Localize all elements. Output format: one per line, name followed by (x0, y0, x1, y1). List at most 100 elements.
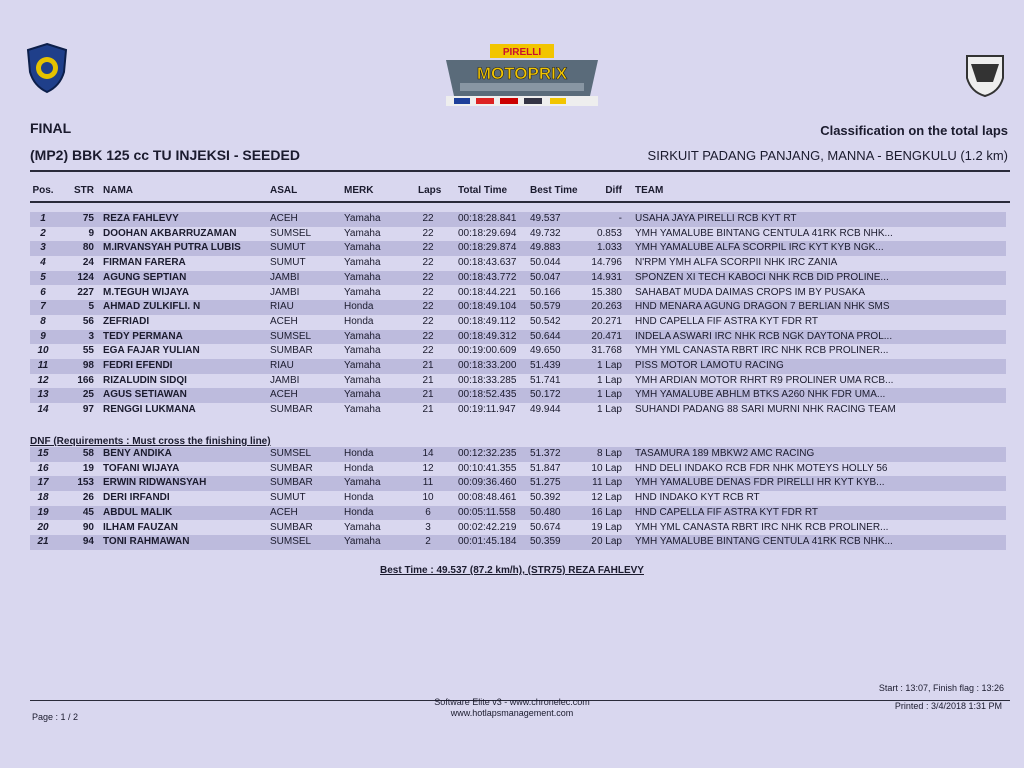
table-row: 21 94 TONI RAHMAWAN SUMSEL Yamaha 2 00:01:45.1… (30, 535, 1006, 550)
cell-total-time: 00:19:11.947 (458, 404, 516, 416)
cell-diff: 31.768 (591, 345, 622, 357)
cell-team: HND CAPELLA FIF ASTRA KYT FDR RT (635, 315, 819, 327)
cell-nama: ZEFRIADI (103, 315, 150, 327)
website: www.hotlapsmanagement.com (450, 708, 574, 718)
svg-text:PIRELLI: PIRELLI (503, 47, 542, 58)
cell-laps: 21 (422, 360, 434, 371)
cell-total-time: 00:18:29.694 (458, 227, 517, 239)
cell-diff: 19 Lap (591, 521, 622, 533)
cell-diff: 20.471 (591, 330, 622, 342)
cell-laps: 22 (422, 330, 434, 342)
cell-asal: ACEH (270, 506, 298, 518)
cell-total-time: 00:18:49.112 (458, 315, 516, 327)
cell-best-time: 50.644 (530, 330, 561, 342)
column-header-laps: Laps (418, 185, 442, 196)
cell-merk: Yamaha (344, 477, 381, 489)
cell-team: YMH YAMALUBE BINTANG CENTULA 41RK RCB NH… (635, 227, 893, 239)
cell-diff: 10 Lap (591, 462, 622, 474)
cell-nama: DERI IRFANDI (103, 492, 170, 504)
column-header-nama: NAMA (103, 185, 133, 196)
header-divider (30, 170, 1010, 172)
cell-laps: 21 (422, 374, 434, 386)
cell-str: 124 (77, 271, 94, 283)
classification-type: Classification on the total laps (820, 123, 1008, 138)
cell-merk: Yamaha (344, 345, 381, 357)
cell-laps: 12 (422, 462, 434, 474)
cell-pos: 1 (40, 213, 46, 224)
cell-asal: SUMSEL (270, 330, 312, 342)
cell-best-time: 51.439 (530, 360, 561, 371)
cell-diff: 14.796 (591, 257, 622, 269)
cell-diff: 20.263 (591, 301, 622, 313)
cell-str: 19 (82, 462, 94, 474)
cell-nama: M.IRVANSYAH PUTRA LUBIS (103, 242, 241, 254)
table-row: 12 166 RIZALUDIN SIDQI JAMBI Yamaha 21 00:18:3… (30, 374, 1006, 389)
cell-laps: 22 (422, 271, 434, 283)
cell-diff: 1 Lap (596, 360, 622, 371)
cell-best-time: 51.372 (530, 448, 561, 459)
cell-nama: FIRMAN FARERA (103, 257, 186, 269)
cell-asal: RIAU (270, 301, 294, 313)
cell-laps: 22 (422, 242, 434, 254)
cell-laps: 22 (422, 301, 434, 313)
cell-team: YMH YML CANASTA RBRT IRC NHK RCB PROLINE… (635, 521, 889, 533)
cell-str: 26 (82, 492, 94, 504)
cell-merk: Yamaha (344, 389, 381, 401)
footer-divider (30, 700, 1010, 701)
cell-pos: 20 (37, 521, 49, 533)
cell-total-time: 00:18:33.285 (458, 374, 517, 386)
cell-merk: Yamaha (344, 271, 381, 283)
cell-pos: 16 (37, 462, 49, 474)
column-header-pos: Pos. (32, 185, 54, 196)
cell-team: TASAMURA 189 MBKW2 AMC RACING (635, 448, 815, 459)
cell-str: 90 (82, 521, 94, 533)
cell-laps: 3 (425, 521, 431, 533)
table-row: 19 45 ABDUL MALIK ACEH Honda 6 00:05:11.558 50.… (30, 505, 1006, 521)
cell-str: 24 (82, 257, 94, 269)
printed-date: Printed : 3/4/2018 1:31 PM (894, 701, 1002, 711)
cell-nama: AHMAD ZULKIFLI. N (103, 301, 201, 313)
cell-total-time: 00:19:00.609 (458, 345, 517, 357)
cell-pos: 7 (40, 301, 46, 313)
cell-pos: 18 (37, 492, 49, 504)
cell-merk: Yamaha (344, 374, 381, 386)
table-row: 5 124 AGUNG SEPTIAN JAMBI Yamaha 22 00:18:43.7… (30, 270, 1006, 286)
cell-diff: 1 Lap (596, 389, 622, 401)
cell-laps: 11 (422, 477, 434, 489)
cell-team: YMH YAMALUBE ALFA SCORPIL IRC KYT KYB NG… (635, 242, 884, 254)
cell-nama: TONI RAHMAWAN (103, 536, 190, 548)
column-header-str: STR (74, 185, 94, 196)
cell-nama: TEDY PERMANA (103, 330, 183, 342)
best-time: Best Time : 49.537 (87.2 km/h), (STR75) … (380, 565, 644, 576)
table-row: 2 9 DOOHAN AKBARRUZAMAN SUMSEL Yamaha 22 00:18… (30, 227, 1006, 242)
class-title: (MP2) BBK 125 cc TU INJEKSI - SEEDED (30, 147, 300, 163)
table-row: 9 3 TEDY PERMANA SUMSEL Yamaha 22 00:18:49.312… (30, 329, 1006, 345)
cell-merk: Honda (344, 448, 374, 459)
cell-str: 153 (77, 477, 94, 489)
cell-laps: 22 (422, 315, 434, 327)
cell-nama: RENGGI LUKMANA (103, 404, 196, 416)
cell-best-time: 51.741 (530, 374, 561, 386)
table-row: 18 26 DERI IRFANDI SUMUT Honda 10 00:08:48.461… (30, 491, 1006, 506)
cell-nama: AGUNG SEPTIAN (103, 271, 187, 283)
cell-merk: Yamaha (344, 404, 381, 416)
table-header-divider (30, 201, 1010, 203)
cell-best-time: 50.166 (530, 286, 561, 298)
cell-asal: SUMBAR (270, 521, 313, 533)
cell-team: HND CAPELLA FIF ASTRA KYT FDR RT (635, 506, 819, 518)
cell-diff: 15.380 (591, 286, 622, 298)
cell-pos: 3 (40, 242, 46, 254)
cell-diff: 1.033 (596, 242, 622, 254)
cell-best-time: 51.275 (530, 477, 561, 489)
cell-team: YMH YAMALUBE DENAS FDR PIRELLI HR KYT KY… (635, 477, 885, 489)
cell-diff: 12 Lap (591, 492, 622, 504)
cell-pos: 9 (40, 330, 46, 342)
cell-asal: SUMSEL (270, 536, 312, 548)
cell-pos: 17 (37, 477, 49, 489)
cell-merk: Yamaha (344, 521, 381, 533)
table-row: 13 25 AGUS SETIAWAN ACEH Yamaha 21 00:18:52.43… (30, 388, 1006, 404)
cell-asal: SUMBAR (270, 462, 313, 474)
cell-asal: SUMUT (270, 257, 306, 269)
cell-diff: 1 Lap (596, 404, 622, 416)
cell-str: 166 (77, 374, 94, 386)
